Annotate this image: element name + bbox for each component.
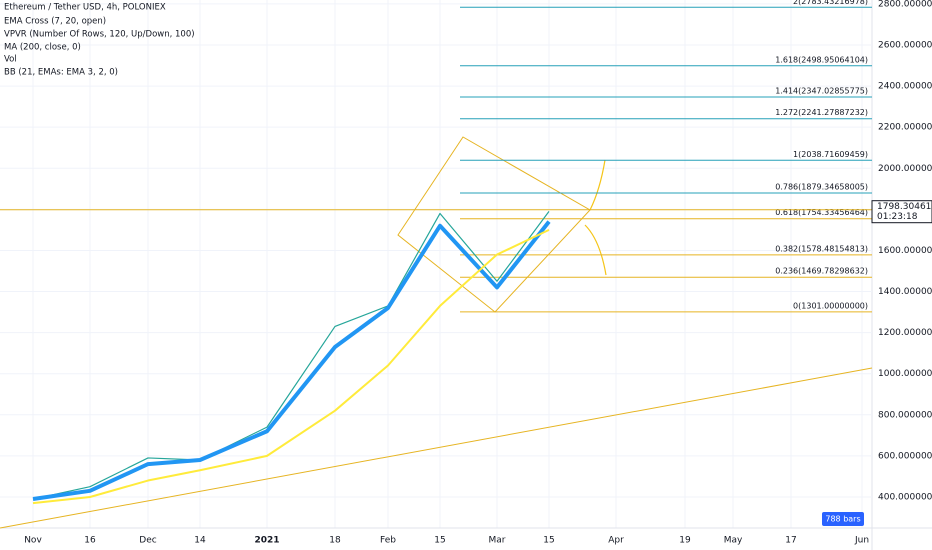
x-tick-label: Feb [380, 536, 396, 546]
x-tick-label: 17 [785, 536, 796, 546]
indicator-label: BB (21, EMAs: EMA 3, 2, 0) [4, 68, 118, 78]
indicator-label: MA (200, close, 0) [4, 43, 81, 53]
y-tick-label: 2000.00000000 [878, 164, 932, 174]
fib-label: 0.618(1754.33456464) [775, 208, 868, 217]
arrow-up [589, 159, 606, 211]
x-tick-label: 15 [543, 536, 554, 546]
x-tick-label: Nov [24, 536, 42, 546]
y-tick-label: 400.00000000 [878, 492, 932, 502]
y-tick-label: 600.00000000 [878, 451, 932, 461]
x-tick-label: Mar [489, 536, 506, 546]
indicator-line [32, 228, 550, 505]
price-label: 1798.30461111 [877, 202, 932, 212]
indicator-line [32, 220, 551, 502]
trend-line [0, 367, 873, 529]
x-tick-label: 19 [679, 536, 691, 546]
fib-label: 1(2038.71609459) [793, 150, 868, 159]
x-tick-label: 15 [434, 536, 445, 546]
indicator-label: EMA Cross (7, 20, open) [4, 17, 106, 27]
y-tick-label: 1200.00000000 [878, 328, 932, 338]
y-tick-label: 1000.00000000 [878, 369, 932, 379]
x-tick-label: Jun [854, 536, 869, 546]
x-tick-label: 18 [329, 536, 341, 546]
y-tick-label: 2800.00000000 [878, 0, 932, 9]
x-tick-label: 16 [84, 536, 96, 546]
countdown: 01:23:18 [877, 212, 918, 222]
bars-label: 788 bars [825, 515, 860, 524]
fib-label: 0(1301.00000000) [793, 301, 868, 310]
price-line-series [32, 211, 550, 500]
y-tick-label: 2200.00000000 [878, 123, 932, 133]
y-tick-label: 800.00000000 [878, 410, 932, 420]
x-tick-label: Dec [139, 536, 156, 546]
x-tick-label: 2021 [254, 536, 279, 546]
fib-label: 1.272(2241.27887232) [775, 108, 868, 117]
indicator-label: VPVR (Number Of Rows, 120, Up/Down, 100) [4, 30, 195, 40]
chart-title: Ethereum / Tether USD, 4h, POLONIEX [4, 3, 166, 13]
fib-label: 0.786(1879.34658005) [775, 183, 868, 192]
arrow-down [584, 224, 607, 276]
x-tick-label: May [724, 536, 743, 546]
bars-badge [822, 512, 864, 526]
fib-label: 0.382(1578.48154813) [775, 244, 868, 253]
fib-label: 1.414(2347.02855775) [775, 86, 868, 95]
indicator-label: Vol [4, 55, 17, 65]
fib-label: 2(2783.43216978) [793, 0, 868, 6]
price-badge [871, 200, 932, 224]
y-tick-label: 2600.00000000 [878, 40, 932, 50]
x-tick-label: Apr [608, 536, 624, 546]
x-tick-label: 14 [194, 536, 206, 546]
fib-label: 0.236(1469.78298632) [775, 267, 868, 276]
y-tick-label: 2400.00000000 [878, 82, 932, 92]
y-tick-label: 1400.00000000 [878, 287, 932, 297]
fib-label: 1.618(2498.95064104) [775, 55, 868, 64]
y-tick-label: 1600.00000000 [878, 246, 932, 256]
